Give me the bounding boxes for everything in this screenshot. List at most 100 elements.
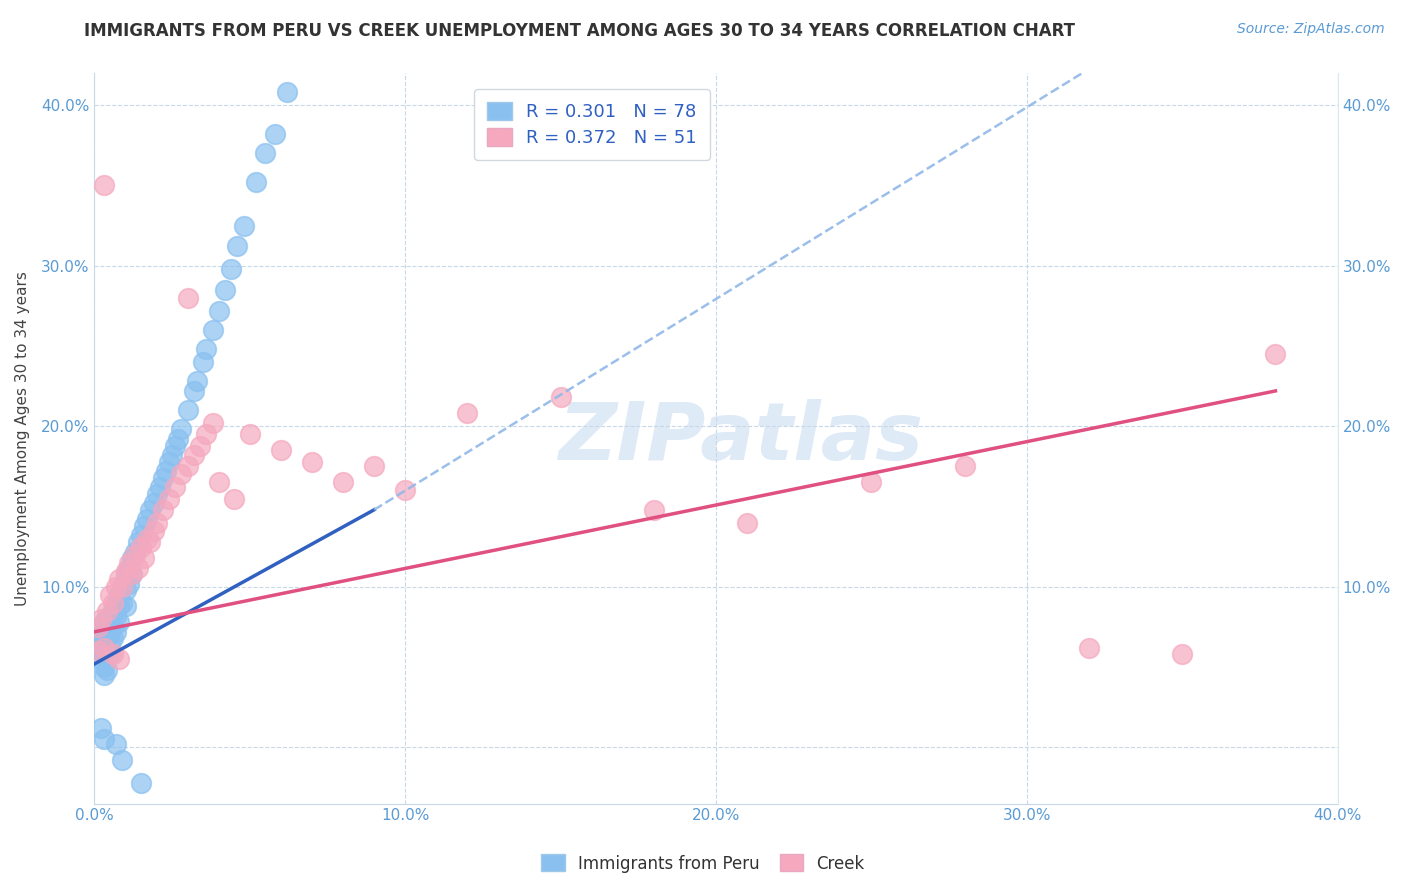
Point (177, 291, 200, 305)
Point (118, 576, 141, 591)
Point (114, 599, 136, 613)
Point (111, 580, 134, 594)
Point (105, 737, 128, 751)
Point (270, 443, 292, 458)
Point (195, 342, 218, 356)
Point (129, 776, 152, 790)
Point (86, 647, 108, 661)
Point (121, 566, 143, 581)
Point (301, 454, 323, 468)
Point (114, 564, 136, 578)
Point (245, 175, 267, 189)
Point (157, 491, 180, 506)
Point (214, 283, 236, 297)
Text: Source: ZipAtlas.com: Source: ZipAtlas.com (1237, 22, 1385, 37)
Point (129, 540, 152, 554)
Point (93, 668, 115, 682)
Point (111, 596, 134, 610)
Point (155, 464, 177, 478)
Point (152, 502, 174, 516)
Point (550, 390, 572, 404)
Point (127, 560, 149, 574)
Point (108, 588, 131, 602)
Text: IMMIGRANTS FROM PERU VS CREEK UNEMPLOYMENT AMONG AGES 30 TO 34 YEARS CORRELATION: IMMIGRANTS FROM PERU VS CREEK UNEMPLOYME… (84, 22, 1076, 40)
Point (98, 636, 121, 650)
Point (134, 518, 156, 533)
Point (276, 85, 298, 99)
Point (118, 560, 141, 574)
Point (394, 483, 416, 498)
Point (124, 544, 146, 558)
Legend: R = 0.301   N = 78, R = 0.372   N = 51: R = 0.301 N = 78, R = 0.372 N = 51 (474, 89, 710, 160)
Point (96, 663, 118, 677)
Point (90, 624, 112, 639)
Point (456, 406, 478, 420)
Point (129, 528, 152, 542)
Point (239, 427, 262, 442)
Point (90, 721, 112, 735)
Point (186, 374, 208, 388)
Point (232, 219, 254, 233)
Point (953, 459, 976, 474)
Point (101, 631, 124, 645)
Point (139, 502, 162, 516)
Y-axis label: Unemployment Among Ages 30 to 34 years: Unemployment Among Ages 30 to 34 years (15, 271, 30, 606)
Point (1264, 347, 1286, 361)
Point (108, 599, 131, 613)
Point (105, 596, 128, 610)
Point (86, 644, 108, 658)
Point (170, 467, 193, 482)
Point (1078, 640, 1101, 655)
Point (142, 524, 165, 538)
Point (188, 438, 211, 452)
Point (98, 615, 121, 629)
Point (96, 644, 118, 658)
Point (90, 636, 112, 650)
Point (96, 612, 118, 626)
Point (1171, 647, 1194, 661)
Point (93, 660, 115, 674)
Point (114, 582, 136, 597)
Point (219, 261, 242, 276)
Point (101, 647, 124, 661)
Legend: Immigrants from Peru, Creek: Immigrants from Peru, Creek (534, 847, 872, 880)
Point (105, 580, 128, 594)
Point (108, 615, 131, 629)
Point (101, 620, 124, 634)
Point (127, 534, 149, 549)
Point (101, 596, 124, 610)
Point (170, 422, 193, 436)
Point (93, 640, 115, 655)
Point (98, 608, 121, 623)
Point (121, 566, 143, 581)
Text: ZIPatlas: ZIPatlas (558, 400, 924, 477)
Point (224, 491, 246, 506)
Point (201, 323, 224, 337)
Point (86, 620, 108, 634)
Point (111, 753, 134, 767)
Point (108, 572, 131, 586)
Point (90, 612, 112, 626)
Point (98, 624, 121, 639)
Point (93, 178, 115, 193)
Point (93, 615, 115, 629)
Point (90, 652, 112, 666)
Point (363, 459, 385, 474)
Point (121, 550, 143, 565)
Point (101, 608, 124, 623)
Point (124, 548, 146, 562)
Point (114, 566, 136, 581)
Point (177, 403, 200, 417)
Point (208, 303, 231, 318)
Point (93, 628, 115, 642)
Point (157, 454, 180, 468)
Point (90, 640, 112, 655)
Point (101, 604, 124, 618)
Point (108, 652, 131, 666)
Point (860, 475, 883, 490)
Point (139, 534, 162, 549)
Point (142, 496, 165, 510)
Point (105, 624, 128, 639)
Point (136, 512, 159, 526)
Point (254, 146, 277, 161)
